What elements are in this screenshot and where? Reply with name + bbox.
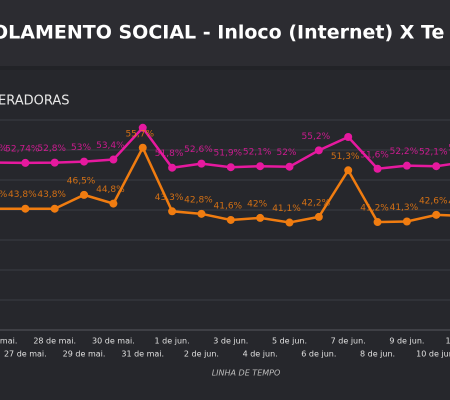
data-point	[344, 166, 353, 175]
data-label: 52,1%	[419, 148, 448, 158]
data-label: 43,3%	[155, 193, 184, 203]
chart-subtitle: ERADORAS	[0, 94, 70, 109]
data-label: 46,5%	[67, 176, 96, 186]
data-label: 52,2%	[390, 147, 419, 157]
data-label: 43,8%	[37, 190, 66, 200]
x-tick-label: 26 de mai.	[0, 337, 17, 346]
panel	[0, 70, 450, 400]
data-point	[168, 207, 177, 216]
data-label: 52,8%	[0, 144, 8, 154]
data-label: 51,6%	[360, 150, 389, 160]
data-label: 52,8%	[37, 144, 66, 154]
x-tick-label: 9 de jun.	[389, 337, 424, 346]
data-point	[138, 123, 147, 132]
x-tick-label: 8 de jun.	[360, 350, 395, 359]
data-label: 52,9%	[448, 144, 450, 154]
x-tick-label: 2 de jun.	[184, 350, 219, 359]
data-label: 42%	[247, 199, 267, 209]
data-label: 53,4%	[96, 141, 125, 151]
data-label: 41,2%	[360, 204, 389, 214]
data-point	[314, 212, 323, 221]
data-label: 52,74%	[5, 144, 40, 154]
data-label: 41,1%	[272, 204, 301, 214]
data-point	[226, 163, 235, 172]
data-label: 52,6%	[184, 145, 213, 155]
data-point	[402, 217, 411, 226]
x-tick-label: 6 de jun.	[301, 350, 336, 359]
data-label: 51,3%	[331, 152, 360, 162]
data-point	[344, 133, 353, 141]
x-tick-label: 10 de jun.	[416, 350, 450, 359]
x-tick-label: 27 de mai.	[4, 350, 47, 359]
data-label: 41,3%	[390, 203, 419, 213]
data-label: 44,8%	[96, 185, 125, 195]
x-axis-title: LINHA DE TEMPO	[212, 369, 281, 378]
data-point	[50, 204, 59, 213]
data-point	[80, 157, 89, 166]
x-tick-label: 28 de mai.	[33, 337, 76, 346]
data-point	[226, 215, 235, 224]
data-label: 42,8%	[184, 195, 213, 205]
data-point	[373, 218, 382, 227]
x-tick-label: 7 de jun.	[331, 337, 366, 346]
data-point	[432, 210, 441, 219]
data-point	[432, 162, 441, 171]
data-point	[109, 155, 118, 164]
data-label: 42,2%	[302, 198, 331, 208]
x-tick-label: 31 de mai.	[121, 350, 164, 359]
data-label: 42,6%	[419, 196, 448, 206]
data-label: 52%	[276, 148, 296, 158]
data-label: 51,8%	[155, 149, 184, 159]
data-point	[256, 213, 265, 222]
chart-title: OLAMENTO SOCIAL - Inloco (Internet) X Te	[0, 22, 444, 44]
data-point	[197, 159, 206, 168]
data-point	[109, 199, 118, 208]
data-label: 55,2%	[302, 132, 331, 142]
x-tick-label: 5 de jun.	[272, 337, 307, 346]
data-point	[50, 158, 59, 167]
x-tick-label: 30 de mai.	[92, 337, 135, 346]
data-point	[80, 190, 89, 199]
data-label: 43,8%	[0, 190, 8, 200]
data-point	[256, 162, 265, 171]
data-point	[402, 161, 411, 170]
data-point	[285, 162, 294, 171]
header	[0, 0, 450, 66]
data-point	[138, 143, 147, 152]
data-label: 52,1%	[243, 148, 272, 158]
data-label: 53%	[71, 143, 91, 153]
data-point	[314, 146, 323, 155]
x-tick-label: 3 de jun.	[213, 337, 248, 346]
x-tick-label: 11 de jun.	[446, 337, 450, 346]
grid	[0, 119, 450, 301]
data-label: 42,4%	[448, 197, 450, 207]
data-label: 43,8%	[8, 190, 37, 200]
x-tick-label: 1 de jun.	[155, 337, 190, 346]
data-point	[168, 163, 177, 172]
x-tick-label: 4 de jun.	[243, 350, 278, 359]
data-point	[21, 158, 30, 167]
data-label: 51,9%	[214, 149, 243, 159]
data-point	[285, 218, 294, 227]
data-point	[21, 204, 30, 213]
data-point	[373, 164, 382, 173]
data-point	[197, 209, 206, 218]
x-tick-label: 29 de mai.	[63, 350, 106, 359]
data-label: 41,6%	[214, 201, 243, 211]
data-label: 55,7%	[125, 129, 154, 139]
